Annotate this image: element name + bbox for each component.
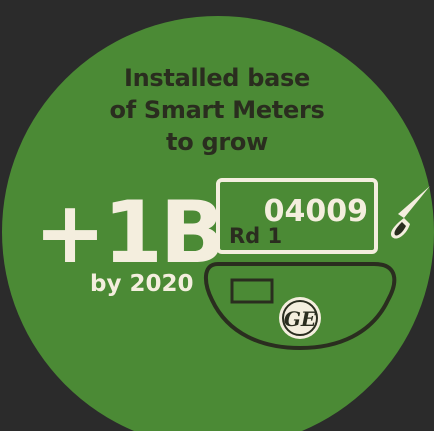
headline-line-3: to grow: [166, 128, 268, 156]
meter-reading: 04009: [264, 194, 368, 229]
ge-logo-text: GE: [284, 307, 317, 331]
stat-caption: by 2020: [90, 271, 194, 297]
meter-register-label: Rd 1: [229, 224, 282, 248]
ge-logo-icon: GE: [279, 297, 321, 339]
meter-slot: [230, 278, 274, 304]
dial-needle-icon: [390, 186, 430, 239]
meter-body-outline: [204, 262, 397, 351]
headline-line-2: of Smart Meters: [109, 96, 325, 124]
meter-display-window: [216, 178, 378, 254]
headline-line-1: Installed base: [124, 64, 310, 92]
stat-value: +1B: [34, 183, 225, 283]
